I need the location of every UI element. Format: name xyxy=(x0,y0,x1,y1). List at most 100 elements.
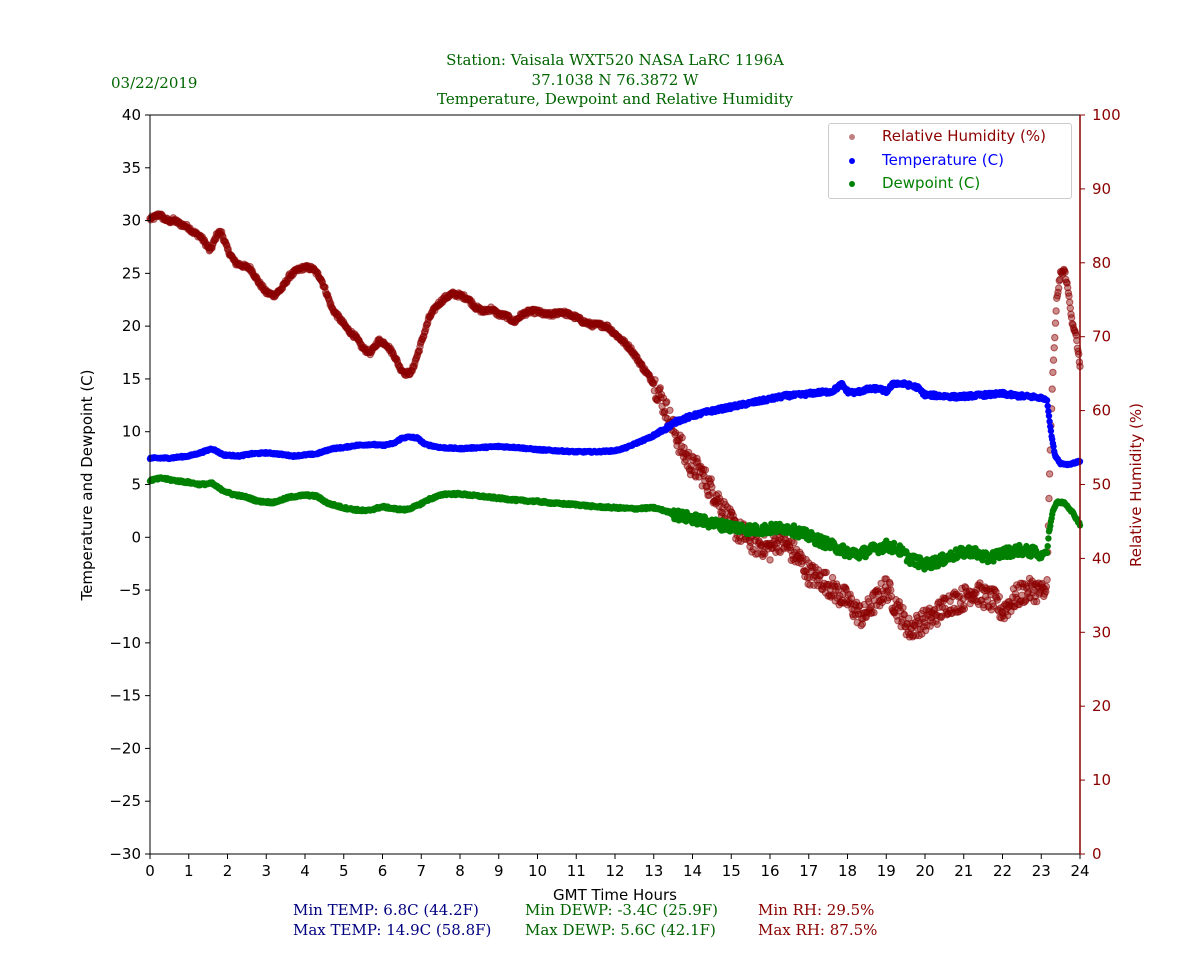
dewpoint-point xyxy=(1043,549,1051,556)
rh-point xyxy=(1033,597,1041,606)
station-title: Station: Vaisala WXT520 NASA LaRC 1196A xyxy=(446,51,784,69)
max-temp-stat: Max TEMP: 14.9C (58.8F) xyxy=(293,921,492,939)
y-tick-label: 20 xyxy=(122,317,141,335)
y-tick-label: −25 xyxy=(109,792,141,810)
rh-point xyxy=(847,594,856,602)
x-tick-label: 22 xyxy=(993,862,1012,880)
legend-label-rh: Relative Humidity (%) xyxy=(882,127,1046,145)
rh-point xyxy=(707,475,715,483)
x-tick-label: 18 xyxy=(838,862,857,880)
y-tick-label: 0 xyxy=(131,528,141,546)
legend-label-temperature: Temperature (C) xyxy=(882,151,1004,169)
y-tick-label: 40 xyxy=(122,106,141,124)
x-tick-label: 5 xyxy=(339,862,349,880)
rh-point xyxy=(870,608,878,617)
x-tick-label: 7 xyxy=(416,862,426,880)
max-rh-stat: Max RH: 87.5% xyxy=(758,921,878,939)
x-tick-label: 11 xyxy=(567,862,586,880)
y-axis-left: 40 35 30 25 20 15 10 5 0 −10 −5 −15 −20 −25 −30 xyxy=(109,106,150,863)
rh-point xyxy=(1065,292,1073,300)
rh-point xyxy=(1042,582,1051,591)
y-axis-label-left: Temperature and Dewpoint (C) xyxy=(78,369,96,601)
rh-marker-icon xyxy=(849,134,855,140)
rh-point xyxy=(846,590,854,598)
x-tick-label: 9 xyxy=(494,862,504,880)
x-tick-label: 2 xyxy=(223,862,233,880)
rh-point xyxy=(886,580,894,588)
rh-point xyxy=(828,573,837,582)
date-label: 03/22/2019 xyxy=(111,74,198,92)
rh-point xyxy=(1055,284,1063,292)
x-axis: 0 1 2 3 4 5 6 7 8 9 10 11 12 13 14 15 16 17 18 19 20 21 22 23 24 xyxy=(145,854,1090,880)
y-axis-label-right: Relative Humidity (%) xyxy=(1127,403,1145,567)
rh-point xyxy=(1043,576,1051,584)
y-right-tick-label: 50 xyxy=(1092,476,1111,494)
rh-point xyxy=(708,483,716,491)
y-right-tick-label: 60 xyxy=(1092,402,1111,420)
rh-point xyxy=(1075,350,1083,358)
dewpoint-point xyxy=(1044,543,1051,550)
y-right-tick-label: 20 xyxy=(1092,697,1111,715)
legend-label-dewpoint: Dewpoint (C) xyxy=(882,174,981,192)
rh-point xyxy=(1066,298,1074,306)
x-tick-label: 6 xyxy=(378,862,388,880)
dewpoint-series xyxy=(146,474,1084,573)
x-tick-label: 16 xyxy=(760,862,779,880)
rh-point xyxy=(1067,314,1076,322)
rh-point xyxy=(960,605,969,613)
y-tick-label: 35 xyxy=(122,159,141,177)
rh-point xyxy=(1064,283,1072,292)
plot-frame xyxy=(149,114,1081,855)
x-tick-label: 1 xyxy=(184,862,194,880)
min-dewp-stat: Min DEWP: -3.4C (25.9F) xyxy=(525,901,719,919)
rh-series xyxy=(146,210,1084,641)
temperature-point xyxy=(1044,402,1051,410)
rh-point xyxy=(905,614,913,622)
x-tick-label: 12 xyxy=(605,862,624,880)
rh-point xyxy=(1052,307,1060,315)
x-tick-label: 23 xyxy=(1032,862,1051,880)
rh-point xyxy=(933,620,941,628)
rh-point xyxy=(790,539,798,547)
max-dewp-stat: Max DEWP: 5.6C (42.1F) xyxy=(525,921,716,939)
rh-point xyxy=(663,398,671,406)
chart-subtitle: Temperature, Dewpoint and Relative Humid… xyxy=(437,90,793,108)
rh-point xyxy=(887,586,895,594)
y-tick-label: 15 xyxy=(122,370,141,388)
rh-point xyxy=(1066,304,1075,312)
rh-point xyxy=(995,593,1003,601)
x-tick-label: 14 xyxy=(683,862,702,880)
x-tick-label: 0 xyxy=(145,862,155,880)
rh-point xyxy=(858,620,867,628)
y-right-tick-label: 70 xyxy=(1092,328,1111,346)
rh-point xyxy=(657,390,666,399)
rh-point xyxy=(822,568,830,577)
x-tick-label: 15 xyxy=(722,862,741,880)
rh-point xyxy=(1051,319,1060,327)
rh-point xyxy=(899,604,907,612)
rh-point xyxy=(862,613,870,621)
rh-point xyxy=(651,376,659,384)
dewpoint-point xyxy=(890,539,898,547)
y-right-tick-label: 80 xyxy=(1092,254,1111,272)
rh-point xyxy=(909,631,918,640)
rh-point xyxy=(1061,268,1069,276)
y-tick-label: −15 xyxy=(109,687,141,705)
temperature-series xyxy=(146,379,1084,469)
rh-point xyxy=(1049,368,1057,377)
x-tick-label: 10 xyxy=(528,862,547,880)
x-tick-label: 17 xyxy=(799,862,818,880)
y-tick-label: −30 xyxy=(109,845,141,863)
x-tick-label: 4 xyxy=(300,862,310,880)
legend: Relative Humidity (%) Temperature (C) De… xyxy=(828,123,1072,199)
min-temp-stat: Min TEMP: 6.8C (44.2F) xyxy=(293,901,479,919)
temperature-point xyxy=(1043,397,1051,404)
x-tick-label: 8 xyxy=(455,862,465,880)
rh-point xyxy=(678,434,686,442)
rh-point xyxy=(1045,494,1053,503)
y-tick-label: 30 xyxy=(122,212,141,230)
rh-point xyxy=(1050,344,1058,352)
rh-point xyxy=(666,406,674,414)
